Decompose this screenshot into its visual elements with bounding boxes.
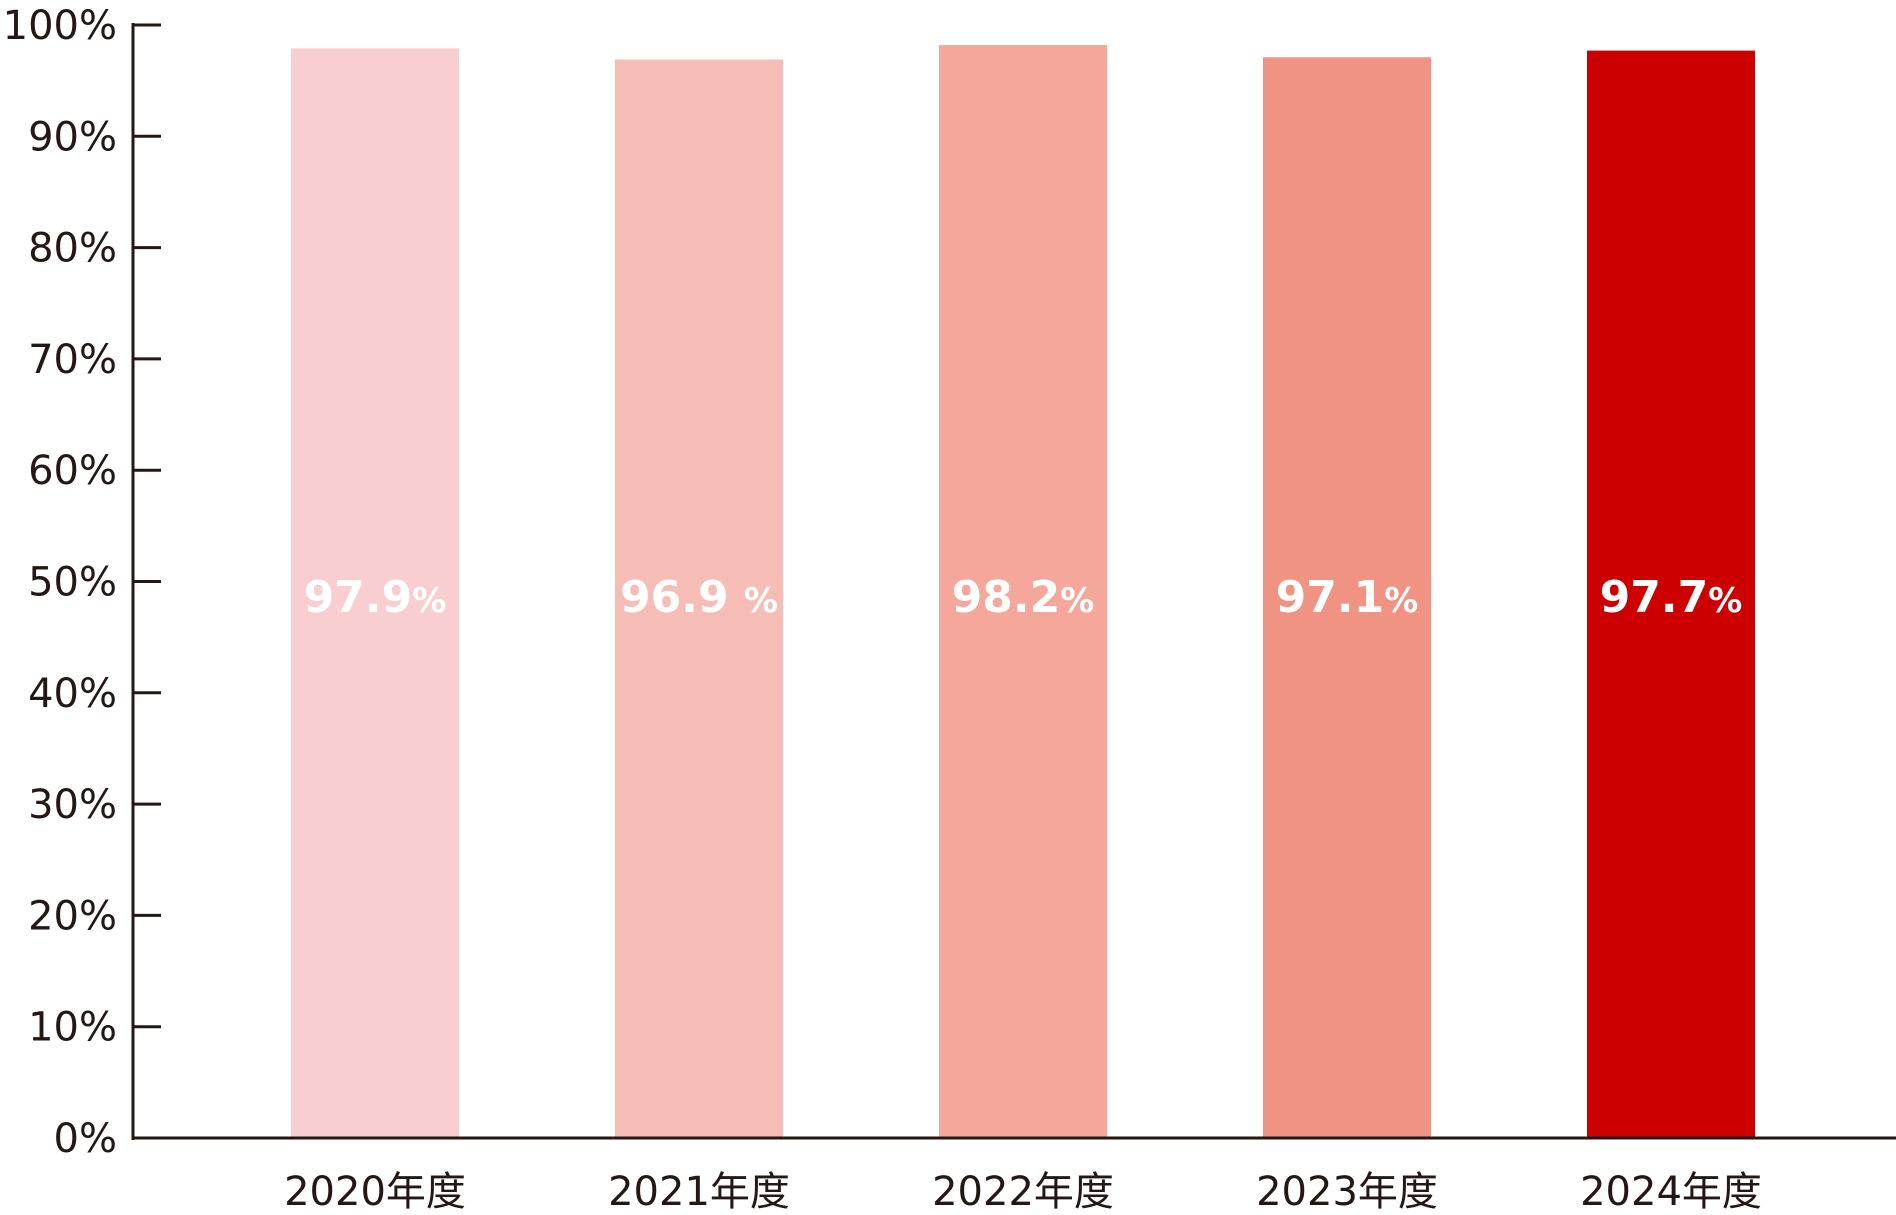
y-tick-label: 40% [28, 671, 117, 717]
data-label-value: 97.7 [1600, 572, 1709, 623]
data-label-unit: % [1384, 581, 1418, 621]
y-tick-label: 100% [3, 3, 117, 49]
x-tick-label: 2021年度 [608, 1169, 790, 1215]
bar-2023年度 [1263, 57, 1431, 1139]
data-label-unit: % [1060, 581, 1094, 621]
data-label: 98.2% [952, 572, 1095, 623]
data-label-value: 97.9 [304, 572, 413, 623]
x-tick-label: 2020年度 [284, 1169, 466, 1215]
x-tick-label: 2023年度 [1256, 1169, 1438, 1215]
data-label: 97.1% [1276, 572, 1419, 623]
bar-2021年度 [615, 59, 783, 1138]
bar-2022年度 [939, 45, 1107, 1138]
bar-2024年度 [1587, 50, 1755, 1138]
data-label-value: 97.1 [1276, 572, 1385, 623]
data-label-unit: % [1708, 581, 1742, 621]
y-tick-label: 70% [28, 337, 117, 383]
x-tick-label: 2024年度 [1580, 1169, 1762, 1215]
data-label-value: 96.9 [620, 572, 744, 623]
data-label-unit: % [744, 581, 778, 621]
data-label-unit: % [412, 581, 446, 621]
x-tick-label: 2022年度 [932, 1169, 1114, 1215]
y-tick-label: 20% [28, 893, 117, 939]
data-label: 96.9 % [620, 572, 778, 623]
y-tick-label: 10% [28, 1005, 117, 1051]
data-label-value: 98.2 [952, 572, 1061, 623]
data-label: 97.7% [1600, 572, 1743, 623]
y-tick-label: 0% [54, 1116, 117, 1162]
y-tick-label: 80% [28, 226, 117, 272]
y-tick-label: 60% [28, 448, 117, 494]
y-tick-label: 30% [28, 782, 117, 828]
data-label: 97.9% [304, 572, 447, 623]
y-tick-label: 90% [28, 114, 117, 160]
y-tick-label: 50% [28, 560, 117, 606]
bar-2020年度 [291, 48, 459, 1138]
